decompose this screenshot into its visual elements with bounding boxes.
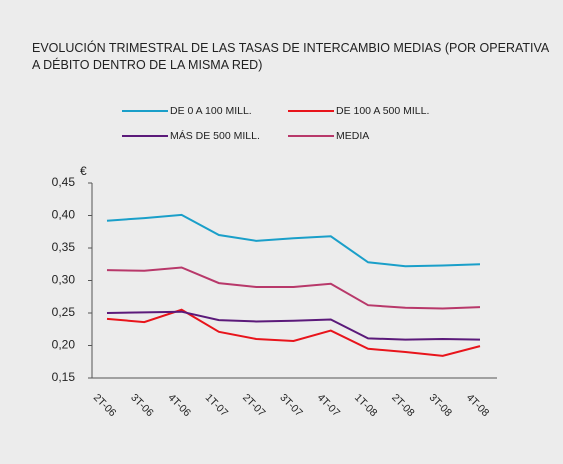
line [106,266,481,310]
legend-label: DE 100 A 500 MILL. [336,105,429,117]
y-tick-label: 0,45 [52,175,76,189]
legend-label: MÁS DE 500 MILL. [170,129,260,142]
line [106,308,481,357]
line [106,213,481,268]
x-tick-label: 1T-08 [352,392,380,420]
x-tick-label: 3T-07 [277,392,305,420]
y-tick-label: 0,35 [52,240,76,254]
x-tick-label: 2T-07 [240,392,268,420]
chart-title: EVOLUCIÓN TRIMESTRAL DE LAS TASAS DE INT… [32,41,549,72]
y-tick-label: 0,25 [52,305,76,319]
x-tick-label: 2T-08 [389,392,417,420]
legend-label: MEDIA [336,130,369,142]
x-tick-label: 1T-07 [203,392,231,420]
x-tick-label: 2T-06 [91,392,119,420]
x-tick-label: 4T-06 [166,392,194,420]
y-tick-label: 0,20 [52,338,76,352]
x-tick-label: 4T-07 [315,392,343,420]
x-tick-label: 3T-06 [128,392,156,420]
line [106,310,481,341]
x-tick-label: 3T-08 [427,392,455,420]
y-tick-label: 0,30 [52,273,76,287]
y-unit: € [80,164,87,178]
legend-label: DE 0 A 100 MILL. [170,105,252,117]
y-tick-label: 0,40 [52,208,76,222]
x-tick-label: 4T-08 [464,392,492,420]
y-tick-label: 0,15 [52,370,76,384]
